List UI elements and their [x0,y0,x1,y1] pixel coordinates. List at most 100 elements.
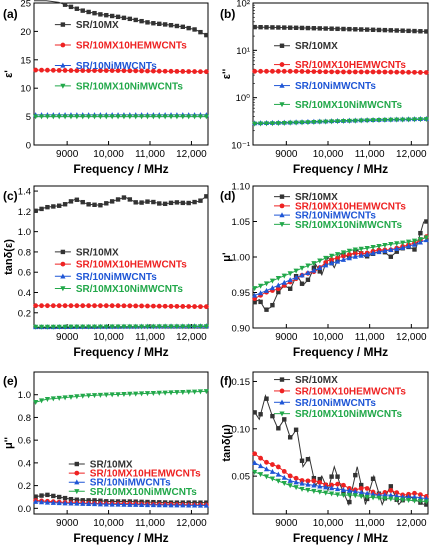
data-point [275,471,281,477]
legend-label: SR/10MX [76,20,119,31]
series [252,237,429,298]
data-point [394,490,400,496]
series [33,498,209,508]
data-point [145,20,150,25]
data-point [109,392,115,398]
data-point [323,119,329,125]
data-point [86,500,92,506]
data-point [269,278,276,284]
data-point [406,69,411,75]
data-point [388,241,394,247]
data-point [423,117,429,123]
data-point [293,485,299,491]
data-point [180,502,186,508]
data-point [400,28,405,33]
data-point [168,200,174,206]
data-point [275,275,281,281]
data-point [311,26,317,31]
data-point [203,114,209,120]
x-tick-label: 9000 [56,518,79,529]
data-point [299,480,305,486]
data-point [405,243,412,249]
data-point [287,271,293,277]
data-point [370,69,376,75]
data-point [162,390,168,396]
data-point [340,119,347,125]
series [33,114,209,120]
data-point [299,25,305,31]
data-point [151,199,156,205]
legend-label: SR/10MX [90,460,133,471]
data-point [358,489,364,495]
data-point [198,304,203,310]
y-tick-label: 10⁻¹ [231,141,250,152]
data-point [264,396,269,401]
data-point [423,70,429,75]
data-point [50,396,56,402]
legend-label: SR/10NiMWCNTs [90,478,171,489]
data-point [252,451,258,457]
legend-label: SR/10MX10HEMWCNTs [295,201,406,212]
x-tick-label: 10,000 [313,332,344,343]
data-point [44,396,51,402]
y-tick-label: 0.4 [18,288,31,299]
data-point [341,26,346,32]
data-point [257,463,264,469]
data-point [376,249,382,255]
data-point [121,68,127,74]
data-point [174,114,180,120]
data-point [168,502,174,508]
x-tick-label: 10,000 [313,149,344,160]
data-point [198,29,203,35]
data-point [86,202,91,207]
data-point [62,202,68,207]
data-point [168,114,174,120]
data-point [156,303,162,309]
panel-label: (a) [3,7,18,21]
data-point [92,68,97,73]
series [33,194,209,214]
data-point [340,256,347,262]
data-point [311,482,317,488]
data-point [329,69,335,75]
data-point [311,261,317,267]
y-tick-label: 10⁰ [236,93,251,104]
data-point [197,389,204,395]
y-axis-label: tanδ(ε) [3,239,15,275]
data-point [305,481,311,487]
data-point [311,119,317,125]
data-point [56,500,62,506]
data-point [405,498,412,504]
legend-label: SR/10MX10NiMWCNTs [295,100,402,111]
legend-marker [279,212,285,218]
data-point [275,464,281,470]
x-tick-label: 10,000 [93,518,124,529]
x-tick-label: 12,000 [176,149,207,160]
data-point [317,26,322,31]
data-point [186,324,192,330]
data-point [317,483,323,489]
legend-marker [60,286,66,292]
legend-marker [74,470,80,476]
x-tick-label: 10,000 [313,518,344,529]
data-point [45,67,50,73]
data-point [121,303,127,309]
data-point [370,27,376,32]
legend-marker [60,273,66,279]
data-point [388,117,394,123]
data-point [62,324,68,330]
legend-label: SR/10NiMWCNTs [295,398,376,409]
data-point [174,303,180,309]
data-point [127,501,133,507]
data-point [382,492,388,498]
data-point [203,69,209,75]
data-point [109,199,115,204]
data-point [204,194,209,199]
data-point [287,483,293,489]
y-tick-label: 0.8 [18,413,31,424]
data-point [198,198,203,203]
data-point [33,67,39,73]
data-point [157,21,162,27]
data-point [86,498,91,503]
data-point [287,435,293,440]
